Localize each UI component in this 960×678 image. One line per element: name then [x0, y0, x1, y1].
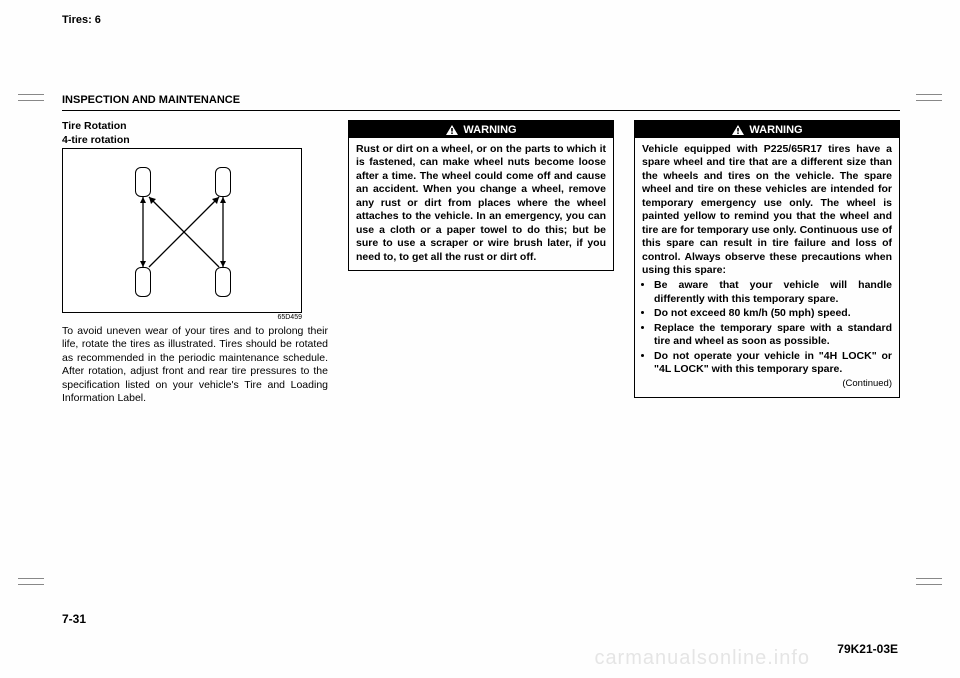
- warning-label-1: WARNING: [463, 124, 516, 136]
- crop-mark: [18, 94, 44, 95]
- figure-lines: [63, 149, 303, 314]
- warning-box-2: WARNING Vehicle equipped with P225/65R17…: [634, 120, 900, 398]
- warning-header-1: WARNING: [349, 121, 613, 138]
- warning-box-1: WARNING Rust or dirt on a wheel, or on t…: [348, 120, 614, 271]
- content-area: Tire Rotation 4-tire rotation: [62, 120, 900, 406]
- continued-label: (Continued): [642, 378, 892, 390]
- warning-bullet: Do not exceed 80 km/h (50 mph) speed.: [654, 307, 892, 320]
- warning-body-2: Vehicle equipped with P225/65R17 tires h…: [635, 138, 899, 397]
- page-number: 7-31: [62, 612, 86, 626]
- warning-bullet: Be aware that your vehicle will handle d…: [654, 279, 892, 306]
- header-rule: [62, 110, 900, 111]
- column-3: WARNING Vehicle equipped with P225/65R17…: [634, 120, 900, 406]
- column-1: Tire Rotation 4-tire rotation: [62, 120, 328, 406]
- tire-rear-left-icon: [135, 267, 151, 297]
- page: Tires: 6 INSPECTION AND MAINTENANCE Tire…: [0, 0, 960, 678]
- watermark: carmanualsonline.info: [594, 647, 810, 670]
- warning-intro-2: Vehicle equipped with P225/65R17 tires h…: [642, 143, 892, 276]
- tire-front-right-icon: [215, 167, 231, 197]
- heading-tire-rotation: Tire Rotation: [62, 120, 328, 132]
- warning-bullet: Do not operate your vehicle in "4H LOCK"…: [654, 350, 892, 377]
- warning-triangle-icon: [731, 124, 745, 136]
- subheading-4-tire: 4-tire rotation: [62, 134, 328, 146]
- warning-bullets-2: Be aware that your vehicle will handle d…: [642, 279, 892, 376]
- tire-front-left-icon: [135, 167, 151, 197]
- document-number: 79K21-03E: [837, 642, 898, 656]
- warning-header-2: WARNING: [635, 121, 899, 138]
- warning-label-2: WARNING: [749, 124, 802, 136]
- crop-mark: [18, 100, 44, 101]
- warning-body-1: Rust or dirt on a wheel, or on the parts…: [349, 138, 613, 270]
- paragraph-rotation: To avoid uneven wear of your tires and t…: [62, 325, 328, 406]
- figure-tire-rotation: [62, 148, 302, 313]
- header-tires: Tires: 6: [62, 14, 101, 26]
- crop-mark: [916, 578, 942, 579]
- warning-bullet: Replace the temporary spare with a stand…: [654, 322, 892, 349]
- crop-mark: [916, 584, 942, 585]
- warning-triangle-icon: [445, 124, 459, 136]
- tire-rear-right-icon: [215, 267, 231, 297]
- section-header: INSPECTION AND MAINTENANCE: [62, 94, 240, 106]
- crop-mark: [18, 584, 44, 585]
- crop-mark: [18, 578, 44, 579]
- crop-mark: [916, 100, 942, 101]
- figure-reference: 65D459: [62, 314, 302, 321]
- crop-mark: [916, 94, 942, 95]
- column-2: WARNING Rust or dirt on a wheel, or on t…: [348, 120, 614, 406]
